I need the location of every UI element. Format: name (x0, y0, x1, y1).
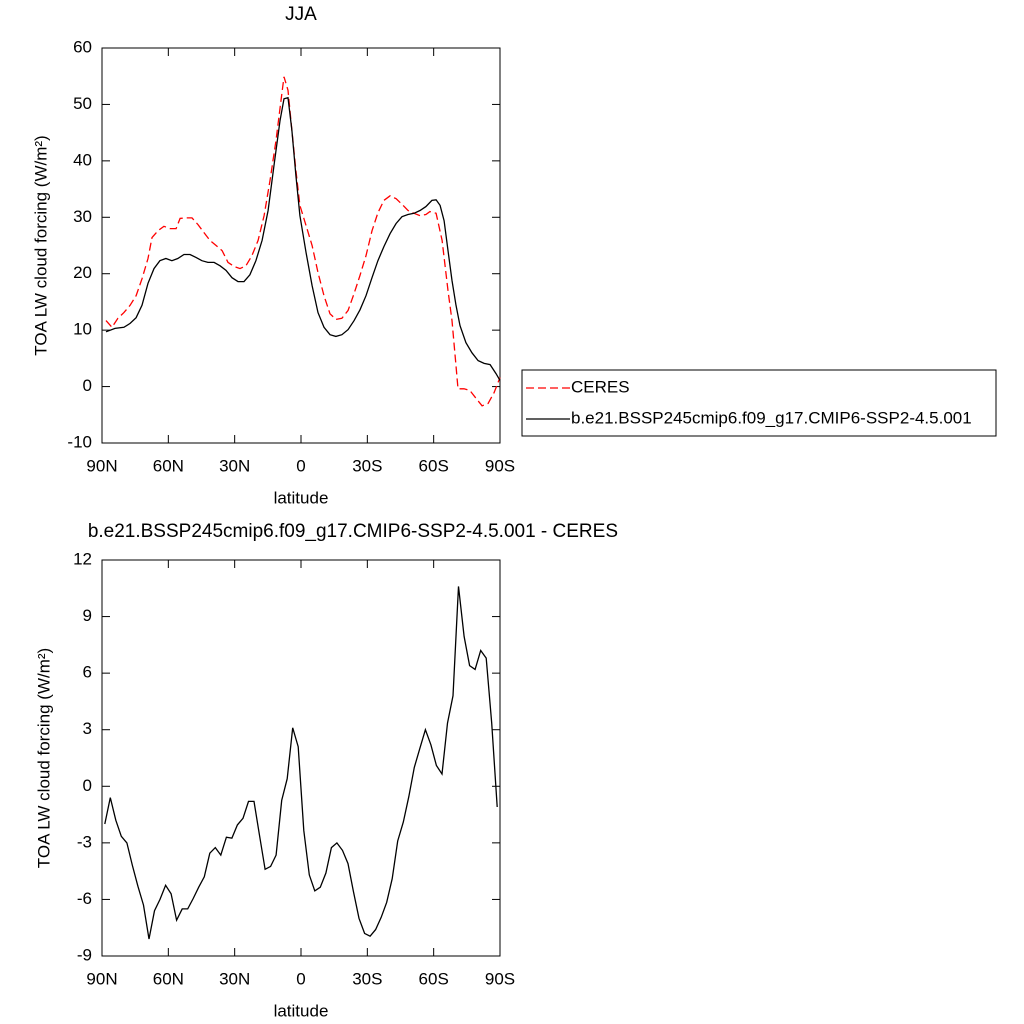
x-tick-label: 0 (296, 969, 305, 988)
y-tick-label: 20 (73, 263, 92, 282)
x-tick-label: 30S (352, 456, 382, 475)
x-axis-label: latitude (274, 1001, 329, 1020)
y-tick-label: 10 (73, 320, 92, 339)
plot-frame (101, 47, 501, 444)
data-line (105, 76, 501, 407)
y-tick-label: -9 (77, 945, 92, 964)
x-tick-label: 90S (485, 456, 515, 475)
y-tick-label: 30 (73, 207, 92, 226)
x-tick-label: 0 (296, 456, 305, 475)
y-tick-label: 6 (83, 663, 92, 682)
y-tick-label: 12 (73, 549, 92, 568)
x-tick-label: 60N (153, 456, 184, 475)
y-tick-label: 50 (73, 94, 92, 113)
y-tick-label: 0 (83, 776, 92, 795)
y-tick-label: -10 (67, 432, 92, 451)
x-tick-label: 60S (419, 969, 449, 988)
chart-title: b.e21.BSSP245cmip6.f09_g17.CMIP6-SSP2-4.… (88, 521, 618, 542)
x-tick-label: 90S (485, 969, 515, 988)
x-tick-label: 60S (419, 456, 449, 475)
chart-title: JJA (285, 4, 317, 25)
x-axis-label: latitude (274, 488, 329, 507)
x-tick-label: 30S (352, 969, 382, 988)
y-tick-label: 40 (73, 150, 92, 169)
y-tick-label: 9 (83, 606, 92, 625)
x-tick-label: 90N (86, 456, 117, 475)
legend-label: CERES (571, 377, 630, 396)
x-tick-label: 30N (219, 456, 250, 475)
y-axis-label: TOA LW cloud forcing (W/m²) (34, 648, 53, 868)
x-tick-label: 60N (153, 969, 184, 988)
x-tick-label: 90N (86, 969, 117, 988)
y-tick-label: 60 (73, 37, 92, 56)
y-tick-label: -6 (77, 889, 92, 908)
data-line (105, 96, 501, 381)
legend-label: b.e21.BSSP245cmip6.f09_g17.CMIP6-SSP2-4.… (571, 408, 972, 427)
y-axis-label: TOA LW cloud forcing (W/m²) (31, 135, 50, 355)
x-tick-label: 30N (219, 969, 250, 988)
data-line (104, 586, 498, 940)
y-tick-label: 3 (83, 719, 92, 738)
y-tick-label: -3 (77, 832, 92, 851)
legend-frame (521, 369, 997, 437)
y-tick-label: 0 (83, 376, 92, 395)
